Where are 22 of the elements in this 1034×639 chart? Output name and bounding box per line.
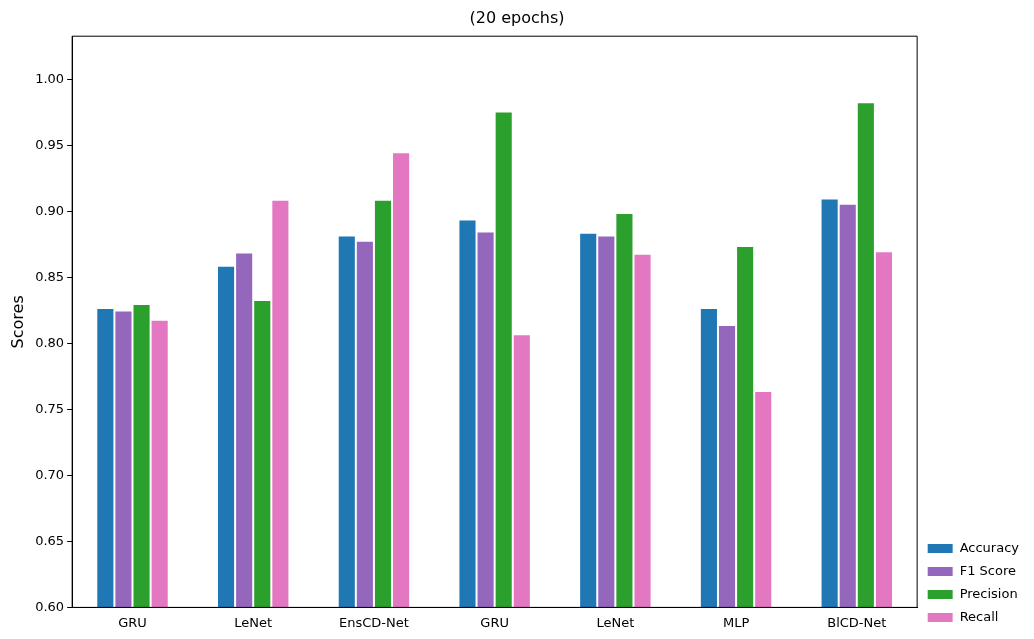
y-tick-label: 0.85 xyxy=(35,268,65,284)
y-axis-title: Scores xyxy=(7,295,27,349)
chart-title: (20 epochs) xyxy=(469,7,565,27)
x-tick-label: EnsCD-Net xyxy=(339,614,409,630)
y-tick-label: 1.00 xyxy=(35,71,65,87)
y-tick-label: 0.75 xyxy=(35,400,65,416)
y-tick-label: 0.65 xyxy=(35,532,65,548)
x-tick-label: LeNet xyxy=(596,614,635,630)
x-tick-label: LeNet xyxy=(234,614,273,630)
legend-label: Recall xyxy=(959,608,999,624)
y-tick-label: 0.95 xyxy=(35,137,65,153)
legend-label: F1 Score xyxy=(959,562,1016,578)
x-tick-label: GRU xyxy=(118,614,147,630)
legend-label: Accuracy xyxy=(959,539,1020,555)
x-tick-label: GRU xyxy=(480,614,509,630)
y-tick-label: 0.90 xyxy=(35,203,65,219)
x-tick-label: BlCD-Net xyxy=(827,614,887,630)
x-tick-label: MLP xyxy=(722,614,750,630)
y-tick-label: 0.70 xyxy=(35,466,65,482)
legend-label: Precision xyxy=(959,585,1018,601)
y-tick-label: 0.60 xyxy=(35,598,65,614)
y-tick-label: 0.80 xyxy=(35,334,65,350)
